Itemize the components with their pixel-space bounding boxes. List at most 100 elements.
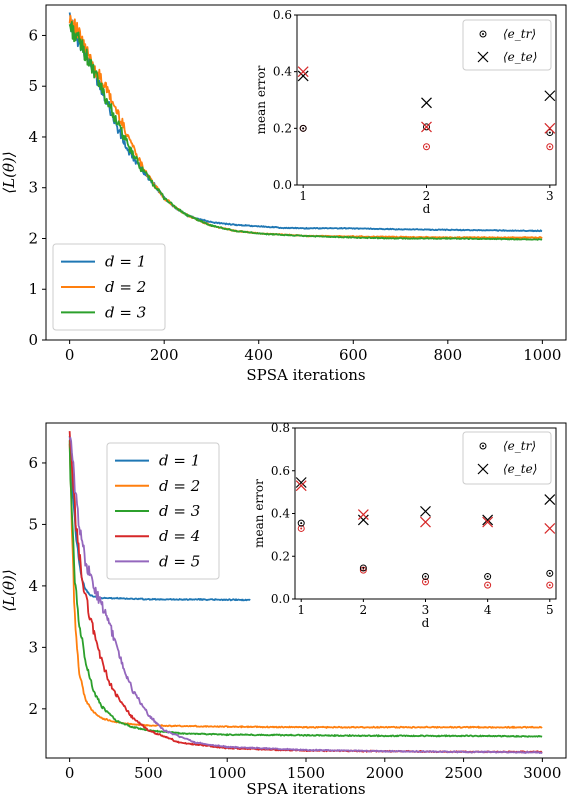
chart-2-legend-label-3: d = 3 [159, 502, 200, 520]
chart-1-inset-train-black-3-dot [548, 131, 551, 134]
chart-2-legend-label-1: d = 1 [159, 452, 200, 470]
chart-2-inset-xtick-label-1: 2 [360, 603, 368, 617]
chart-1-inset-legend-marker-train-dot [482, 33, 484, 35]
chart-2-inset-test-red-2 [357, 509, 369, 520]
chart-1-inset-legend-marker-train-ring [479, 30, 487, 38]
chart-2-series-5-line [68, 436, 543, 754]
chart-2-xtick-label-1: 500 [134, 764, 163, 782]
chart-1-xtick-label-3: 600 [339, 346, 368, 364]
chart-2-legend-label-2: d = 2 [159, 477, 200, 495]
chart-1-inset-train-black-1-ring [299, 124, 307, 132]
chart-1-inset-test-red-3 [544, 122, 556, 134]
chart-2-inset-test-red-2-stroke-b [357, 509, 369, 520]
chart-1-inset-test-black-2-stroke-b [421, 97, 432, 109]
chart-1-inset-test-red-1 [297, 66, 309, 78]
chart-2-inset-xtick-label-4: 5 [546, 603, 554, 617]
chart-2-xtick-label-2: 1000 [208, 764, 246, 782]
chart-2-inset-test-red-3-stroke-b [420, 516, 431, 528]
chart-1-inset-train-red-3-ring [546, 143, 554, 151]
chart-2-inset-test-black-2 [357, 514, 369, 526]
chart-2-series-2-line [68, 443, 543, 729]
chart-2-inset-legend: ⟨e_tr⟩ ⟨e_te⟩ [462, 431, 552, 485]
chart-2-xtick-label-3: 1500 [287, 764, 325, 782]
chart-1-ytick-label-6: 6 [28, 26, 38, 44]
chart-2-ylabel: ⟨L(θ)⟩ [0, 569, 18, 611]
chart-1-inset-xtick-label-1: 2 [423, 189, 431, 203]
chart-1-inset: 1 2 3 0.0 0.2 0.4 0.6 d mean error ⟨e_tr⟩ ⟨e_te⟩ [254, 8, 557, 216]
chart-2-ytick-label-1: 3 [28, 638, 38, 656]
chart-2-inset-legend-label-train: ⟨e_tr⟩ [503, 439, 536, 453]
chart-2-inset-test-red-5 [544, 523, 556, 534]
chart-1: 0 200 400 600 800 1000 0 1 2 3 4 5 6 SPSA iterations ⟨… [0, 4, 567, 384]
chart-1-inset-test-red-2-stroke-b [421, 121, 432, 133]
chart-1-xtick-label-4: 800 [433, 346, 462, 364]
chart-2-inset-test-black-3-stroke-b [420, 505, 431, 517]
chart-2-xtick-label-5: 2500 [444, 764, 482, 782]
chart-1-inset-ytick-label-3: 0.6 [273, 8, 292, 22]
chart-1-series-group [68, 12, 543, 241]
chart-1-legend-box [52, 243, 166, 331]
chart-1-inset-train-black-1-dot [302, 127, 305, 130]
chart-1-inset-legend-marker-test-stroke-b [477, 51, 489, 63]
chart-2-inset-xtick-label-0: 1 [297, 603, 305, 617]
chart-1-inset-train-red-3-dot [548, 145, 551, 148]
chart-2-legend: d = 1 d = 2 d = 3 d = 4 d = 5 [106, 442, 220, 580]
chart-2-legend-label-4: d = 4 [159, 527, 200, 545]
chart-1-inset-test-black-2 [421, 97, 432, 109]
chart-2-inset-legend-marker-test-stroke-b [477, 463, 489, 475]
chart-1-legend-label-2: d = 2 [105, 278, 146, 296]
chart-1-ytick-label-4: 4 [28, 128, 38, 146]
chart-2-ytick-label-0: 2 [28, 700, 38, 718]
chart-1-ytick-label-1: 1 [28, 280, 38, 298]
chart-2-inset-test-black-5 [544, 494, 556, 506]
chart-2-inset-ytick-label-2: 0.4 [271, 507, 290, 521]
chart-2-ytick-label-4: 6 [28, 454, 38, 472]
chart-2-inset-legend-label-test: ⟨e_te⟩ [503, 462, 537, 476]
chart-2-inset-xtick-label-3: 4 [484, 603, 492, 617]
chart-1-inset-test-black-3-stroke-b [544, 90, 556, 102]
chart-2-inset-train-red-4-dot [486, 584, 489, 587]
chart-2-inset-xtick-label-2: 3 [422, 603, 430, 617]
chart-2-inset-test-red-4 [482, 516, 494, 528]
chart-2-inset-train-black-2-ring [359, 564, 367, 572]
chart-2-inset-ytick-label-3: 0.6 [271, 464, 290, 478]
chart-2-inset-ytick-label-0: 0.0 [271, 592, 290, 606]
chart-1-inset-legend-box [462, 19, 552, 71]
chart-2-inset-train-red-3-ring [422, 578, 429, 586]
chart-2-inset-xlabel: d [422, 616, 430, 630]
chart-2-inset-legend-marker-train-dot [482, 445, 484, 447]
chart-2-inset-test-black-1-stroke-b [295, 477, 307, 488]
chart-2-inset-train-black-1-ring [297, 519, 305, 527]
chart-2-inset-train-black-5-dot [548, 572, 551, 575]
chart-2-inset-train-red-5-ring [546, 581, 554, 589]
chart-1-inset-xtick-label-0: 1 [299, 189, 307, 203]
chart-1-ytick-label-2: 2 [28, 229, 38, 247]
chart-1-xtick-label-2: 400 [244, 346, 273, 364]
chart-2-inset-train-red-4-ring [484, 581, 492, 589]
chart-2-ytick-label-3: 5 [28, 515, 38, 533]
chart-2-inset-legend-marker-train-ring [479, 442, 487, 450]
chart-1-inset-test-red-2 [421, 121, 432, 133]
chart-1-inset-train-red-2-dot [425, 145, 428, 148]
chart-2-inset-test-red-3 [420, 516, 431, 528]
chart-1-inset-ytick-label-0: 0.0 [273, 178, 292, 192]
chart-1-legend-label-3: d = 3 [105, 303, 146, 321]
chart-1-inset-test-red-3-stroke-b [544, 122, 556, 134]
chart-1-series-3-line [68, 20, 543, 241]
chart-1-inset-test-black-1 [297, 70, 309, 82]
chart-2-inset-train-black-5-ring [546, 569, 554, 577]
chart-1-xlabel: SPSA iterations [246, 366, 365, 384]
chart-2-inset-train-black-3-ring [422, 573, 429, 581]
chart-2-inset-test-red-5-stroke-b [544, 523, 556, 534]
chart-2: 0 500 1000 1500 2000 2500 3000 2 3 4 5 6 SPSA iterat… [0, 421, 567, 798]
chart-2-inset-train-red-1-ring [297, 524, 305, 532]
chart-2-inset-test-black-3 [420, 505, 431, 517]
chart-2-inset-train-black-2-dot [362, 567, 365, 570]
chart-2-inset-ytick-label-4: 0.8 [271, 421, 290, 435]
chart-2-inset-test-black-4-stroke-b [482, 514, 494, 526]
chart-1-inset-legend-label-test: ⟨e_te⟩ [503, 50, 537, 64]
chart-1-xtick-label-5: 1000 [523, 346, 561, 364]
chart-2-xtick-label-6: 3000 [523, 764, 561, 782]
chart-2-inset-test-black-4 [482, 514, 494, 526]
